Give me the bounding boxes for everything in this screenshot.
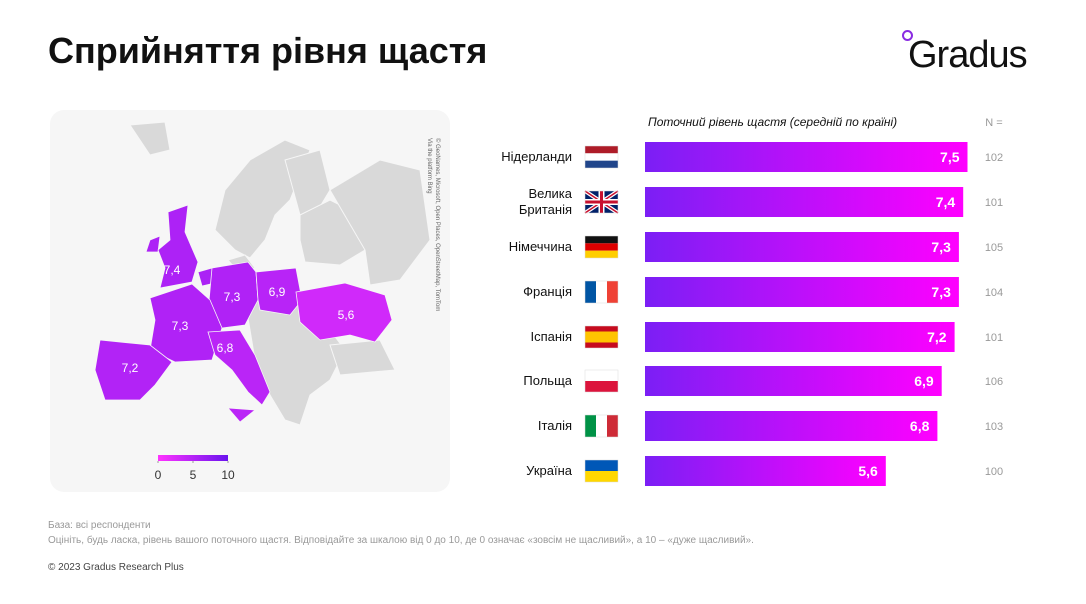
n-header: N = (985, 117, 1002, 129)
flag-stripe (585, 281, 596, 303)
colorbar-tick-label: 10 (221, 468, 235, 482)
flag-stripe (585, 331, 618, 343)
flag-stripe (596, 415, 607, 437)
flag-stripe (585, 160, 618, 168)
map-country (295, 282, 393, 343)
n-value: 104 (985, 287, 1003, 299)
value-label: 7,4 (936, 194, 956, 210)
colorbar-tick-label: 0 (155, 468, 162, 482)
n-value: 103 (985, 421, 1003, 433)
question-note: Оцініть, будь ласка, рівень вашого поточ… (48, 535, 754, 546)
map-label: 7,3 (172, 319, 189, 333)
bar (645, 456, 886, 486)
n-value: 105 (985, 242, 1003, 254)
flag-border (584, 369, 619, 393)
map-label: 7,3 (224, 290, 241, 304)
n-value: 101 (985, 197, 1003, 209)
flag-stripe (585, 153, 618, 161)
flag-stripe (607, 415, 618, 437)
flag-border (584, 325, 619, 349)
flag (584, 280, 619, 304)
flag-stripe (585, 460, 618, 471)
bar (645, 322, 955, 352)
flag-stripe (585, 146, 618, 154)
map-country (145, 204, 199, 289)
logo-dot (902, 30, 913, 41)
flag-border (584, 145, 619, 169)
value-label: 5,6 (858, 463, 878, 479)
category-label: Україна (526, 463, 572, 478)
flag (584, 145, 619, 169)
flag-border (584, 459, 619, 483)
map-label: 6,8 (217, 341, 234, 355)
flag (584, 414, 619, 438)
base-note: База: всі респонденти (48, 520, 151, 531)
value-label: 6,9 (914, 373, 934, 389)
flag-stripe (607, 281, 618, 303)
map-country (149, 283, 223, 363)
flag-border (584, 235, 619, 259)
map-country (255, 267, 303, 316)
map-label: 5,6 (338, 308, 355, 322)
flag-border (584, 414, 619, 438)
flag (584, 369, 619, 393)
n-value: 100 (985, 466, 1003, 478)
value-label: 7,2 (927, 329, 947, 345)
category-label: Франція (523, 284, 572, 299)
bar (645, 366, 942, 396)
flag-border (584, 280, 619, 304)
chart-title: Поточний рівень щастя (середній по країн… (648, 115, 897, 129)
map-attribution: Via the platform Bing (426, 138, 432, 194)
flag-stripe (585, 243, 618, 251)
flag-stripe (585, 250, 618, 258)
flag-stripe (585, 381, 618, 392)
category-label: Німеччина (508, 239, 572, 254)
category-label: Велика Британія (518, 186, 572, 217)
bar (645, 277, 959, 307)
flag (584, 459, 619, 483)
colorbar-tick-label: 5 (190, 468, 197, 482)
category-label: Італія (537, 418, 572, 433)
n-value: 106 (985, 376, 1003, 388)
flag (583, 189, 620, 215)
bar (645, 411, 938, 441)
copyright: © 2023 Gradus Research Plus (48, 562, 184, 573)
map-attribution: © GeoNames, Microsoft, Open Places, Open… (434, 138, 441, 311)
value-label: 7,3 (931, 284, 951, 300)
flag (584, 235, 619, 259)
map-label: 6,9 (269, 285, 286, 299)
value-label: 7,5 (940, 149, 960, 165)
bar (645, 232, 959, 262)
category-label: Польща (523, 373, 572, 388)
map-country (207, 261, 259, 329)
bar (645, 142, 968, 172)
flag-stripe (585, 236, 618, 244)
flag-border (584, 190, 619, 214)
value-label: 6,8 (910, 418, 930, 434)
value-label: 7,3 (931, 239, 951, 255)
map-label: 7,2 (122, 361, 139, 375)
category-label: Нідерланди (501, 149, 572, 164)
map-label: 7,4 (164, 263, 181, 277)
flag-stripe (596, 281, 607, 303)
flag-stripe (585, 471, 618, 482)
n-value: 102 (985, 152, 1003, 164)
flag-cross (585, 191, 618, 213)
flag-stripe (585, 415, 596, 437)
flag-stripe (585, 370, 618, 381)
map-country (94, 339, 173, 401)
colorbar (158, 455, 228, 461)
map-country (207, 329, 271, 423)
flag (584, 325, 619, 349)
n-value: 101 (985, 332, 1003, 344)
category-label: Іспанія (530, 329, 573, 344)
slide-title: Сприйняття рівня щастя (48, 30, 488, 71)
bar (645, 187, 964, 217)
logo: Gradus (908, 34, 1028, 76)
